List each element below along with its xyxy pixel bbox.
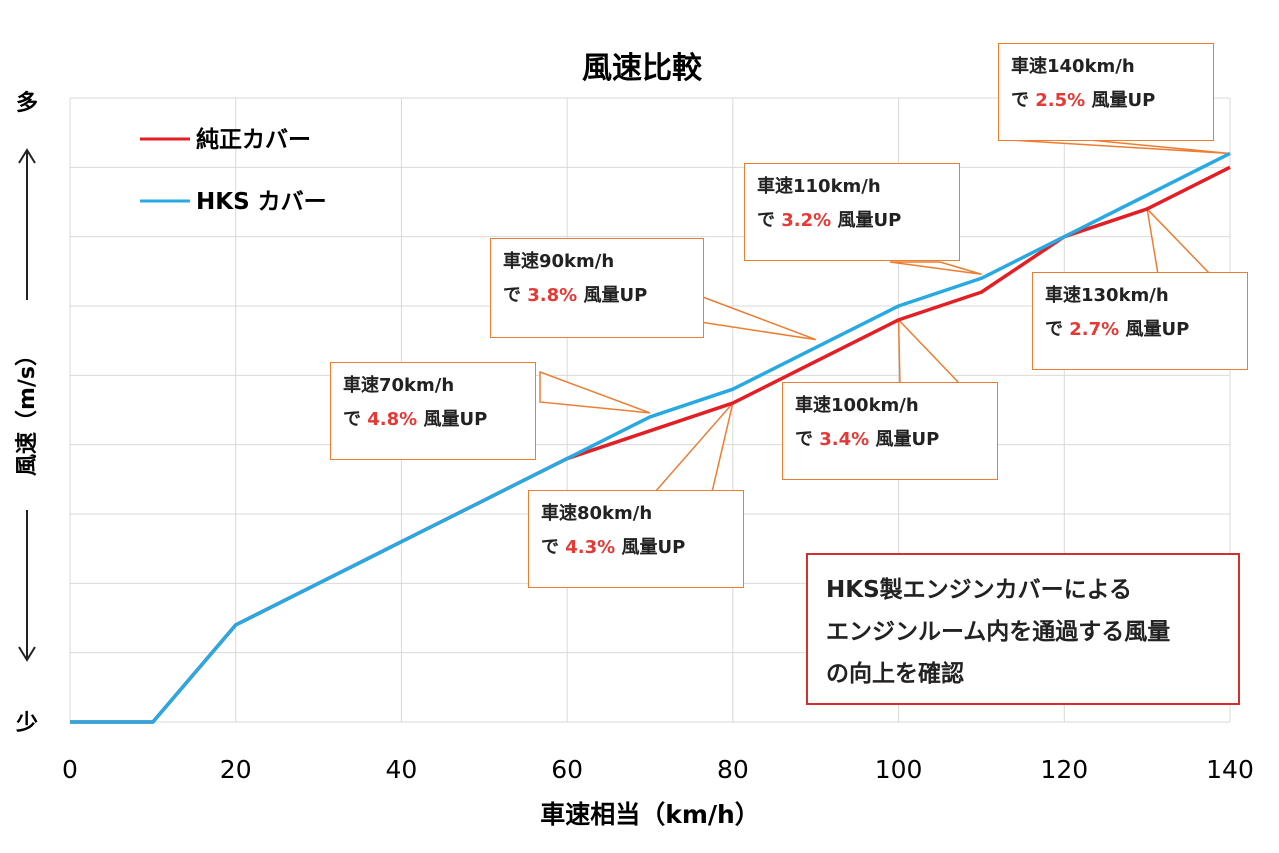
- series-line-1: [70, 151, 1231, 724]
- callout-110kmh: 車速110km/h で 3.2% 風量UP: [744, 163, 960, 261]
- x-tick-label: 140: [1206, 755, 1254, 784]
- callout-pointer: [539, 370, 651, 414]
- y-axis-arrow-up: [18, 148, 36, 300]
- callout-pointer: [699, 294, 816, 341]
- callout-pointer: [897, 317, 962, 385]
- summary-note: HKS製エンジンカバーによる エンジンルーム内を通過する風量 の向上を確認: [806, 553, 1240, 705]
- x-tick-label: 80: [717, 755, 749, 784]
- x-tick-label: 60: [551, 755, 583, 784]
- callout-pointer: [1146, 206, 1212, 275]
- x-tick-label: 40: [386, 755, 418, 784]
- y-top-label: 多: [16, 90, 38, 116]
- y-axis-arrow-down: [18, 510, 36, 662]
- callout-140kmh: 車速140km/h で 2.5% 風量UP: [998, 43, 1214, 141]
- y-bottom-label: 少: [15, 711, 38, 736]
- summary-note-line: の向上を確認: [826, 661, 964, 687]
- x-tick-label: 20: [220, 755, 252, 784]
- summary-note-line: エンジンルーム内を通過する風量: [826, 619, 1171, 645]
- legend: 純正カバー HKS カバー: [140, 126, 327, 215]
- callout-130kmh: 車速130km/h で 2.7% 風量UP: [1032, 272, 1248, 370]
- callout-80kmh: 車速80km/h で 4.3% 風量UP: [528, 490, 744, 588]
- x-tick-labels: 0 20 40 60 80 100 120 140: [62, 755, 1254, 784]
- legend-label-1: HKS カバー: [196, 189, 327, 215]
- callout-70kmh: 車速70km/h で 4.8% 風量UP: [330, 362, 536, 460]
- x-axis-label: 車速相当（km/h）: [540, 800, 760, 829]
- y-axis-label: 風速（m/s）: [14, 344, 40, 476]
- series-lines: [70, 151, 1231, 724]
- callout-90kmh: 車速90km/h で 3.8% 風量UP: [490, 238, 704, 338]
- callout-100kmh: 車速100km/h で 3.4% 風量UP: [782, 382, 998, 480]
- summary-note-line: HKS製エンジンカバーによる: [826, 577, 1132, 603]
- x-tick-label: 120: [1040, 755, 1088, 784]
- callout-pointer: [889, 261, 982, 276]
- x-tick-label: 0: [62, 755, 78, 784]
- chart-title: 風速比較: [582, 51, 703, 86]
- x-tick-label: 100: [875, 755, 923, 784]
- legend-label-0: 純正カバー: [196, 126, 311, 153]
- callout-pointer: [1009, 139, 1231, 155]
